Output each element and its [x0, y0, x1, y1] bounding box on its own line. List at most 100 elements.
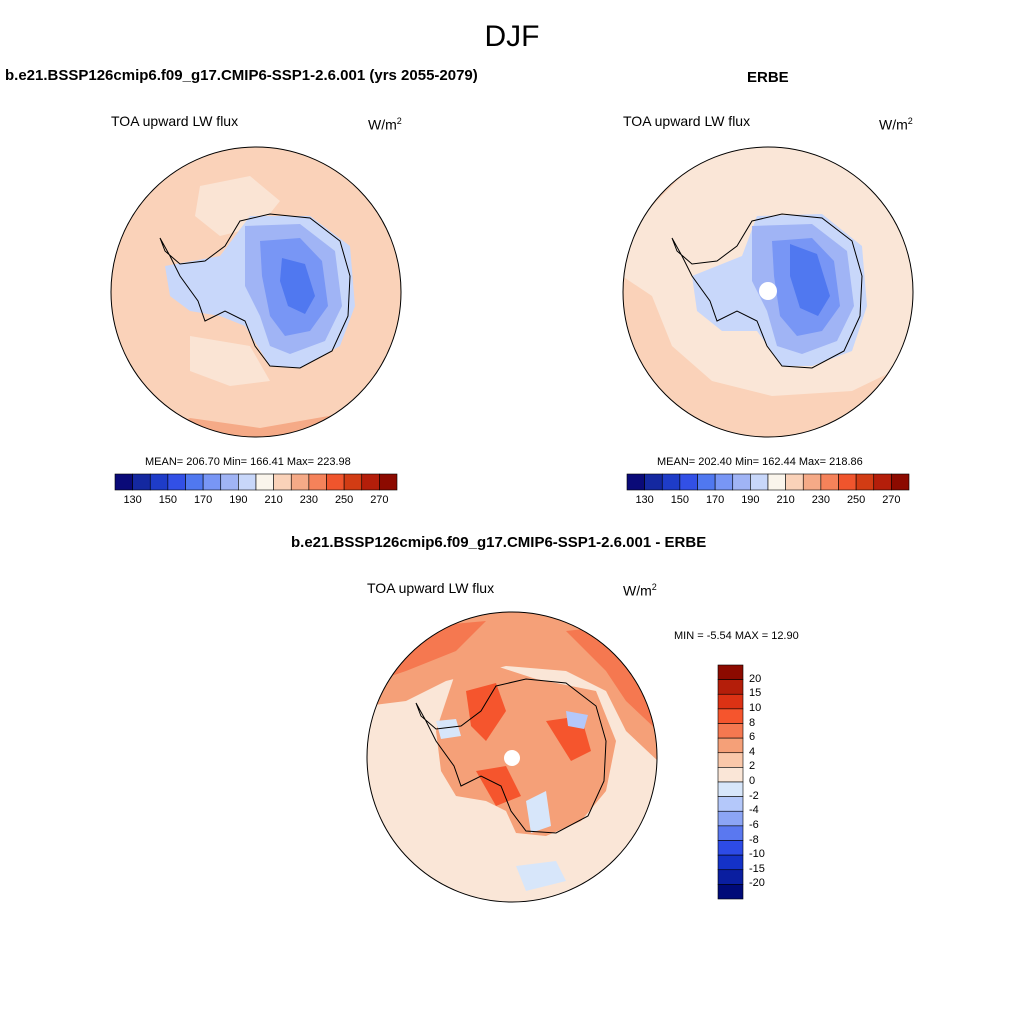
obs-colorbar-box [714, 473, 734, 491]
diff-colorbar-tick-label: 4 [749, 745, 756, 758]
diff-colorbar-tick-label: -6 [749, 818, 759, 831]
model-colorbar-box [290, 473, 310, 491]
obs-colorbar-tick-label: 210 [776, 494, 795, 506]
diff-colorbar [717, 664, 744, 900]
diff-colorbar-tick-label: -15 [749, 862, 765, 875]
diff-colorbar-box [717, 767, 744, 783]
obs-colorbar-box [838, 473, 857, 491]
diff-colorbar-tick-label: -10 [749, 848, 765, 861]
obs-missing-data-pole [759, 282, 777, 300]
diff-colorbar-box [717, 796, 744, 812]
obs-units-label: W/m2 [879, 116, 913, 133]
model-colorbar-box [343, 473, 363, 491]
model-polar-map [110, 146, 402, 438]
diff-colorbar-ticks: 20 15 10 8 6 4 2 0 -2 -4 -6 -8 -10 -15 -20 [749, 665, 789, 899]
diff-colorbar-box [717, 854, 744, 871]
diff-colorbar-tick-label: -2 [749, 789, 759, 802]
obs-colorbar-box [732, 473, 751, 491]
diff-polar-map [366, 611, 658, 903]
diff-colorbar-tick-label: 8 [749, 716, 756, 729]
diff-variable-label: TOA upward LW flux [367, 580, 495, 596]
model-colorbar-box [132, 473, 151, 491]
diff-colorbar-box [717, 679, 744, 695]
model-colorbar-tick-label: 210 [264, 494, 283, 506]
obs-colorbar-tick-label: 230 [811, 494, 831, 506]
obs-colorbar-tick-label: 270 [882, 494, 901, 506]
diff-max-zone-3 [476, 766, 521, 806]
figure-title: DJF [484, 20, 540, 53]
obs-stats: MEAN= 202.40 Min= 162.44 Max= 218.86 [657, 456, 863, 468]
diff-colorbar-box [717, 840, 744, 856]
obs-colorbar-tick-label: 190 [741, 494, 760, 506]
diff-stats: MIN = -5.54 MAX = 12.90 [674, 630, 799, 642]
diff-colorbar-box [717, 810, 744, 827]
diff-colorbar-tick-label: 6 [749, 731, 756, 744]
obs-colorbar-box [785, 473, 804, 491]
model-colorbar-box [273, 473, 292, 491]
obs-warm-band-s [623, 276, 913, 437]
model-colorbar [114, 473, 398, 491]
diff-colorbar-box [717, 781, 744, 797]
model-panel-title: b.e21.BSSP126cmip6.f09_g17.CMIP6-SSP1-2.… [5, 67, 478, 84]
model-colorbar-tick-label: 130 [123, 494, 142, 506]
diff-antarctic-coastline [415, 678, 607, 834]
diff-colorbar-tick-label: 10 [749, 701, 762, 714]
obs-colorbar-box [626, 473, 645, 491]
diff-colorbar-box [717, 664, 744, 680]
diff-missing-data-pole [504, 750, 520, 766]
model-stats: MEAN= 206.70 Min= 166.41 Max= 223.98 [145, 456, 351, 468]
obs-antarctic-coastline [671, 213, 863, 369]
model-colorbar-tick-label: 250 [334, 494, 354, 506]
obs-ice-zone-4 [790, 244, 830, 316]
model-colorbar-box [308, 473, 327, 491]
obs-colorbar-ticks: 130 150 170 190 210 230 250 270 [627, 494, 909, 510]
model-colorbar-box [167, 473, 186, 491]
obs-colorbar-tick-label: 130 [635, 494, 654, 506]
model-antarctic-coastline [159, 213, 351, 369]
model-map-border [110, 146, 402, 438]
model-colorbar-ticks: 130 150 170 190 210 230 250 270 [115, 494, 397, 510]
obs-panel-title: ERBE [747, 69, 789, 86]
diff-negative-zone-4 [516, 861, 566, 891]
model-colorbar-box [255, 473, 274, 491]
diff-colorbar-tick-label: -4 [749, 804, 759, 817]
diff-colorbar-box [717, 884, 744, 900]
obs-colorbar-tick-label: 150 [670, 494, 690, 506]
diff-negative-zone-2 [566, 711, 588, 729]
obs-colorbar-box [679, 473, 698, 491]
diff-colorbar-box [717, 752, 744, 768]
obs-colorbar-box [697, 473, 716, 491]
diff-negative-zone-1 [526, 791, 551, 833]
diff-colorbar-tick-label: 15 [749, 687, 762, 700]
obs-colorbar-tick-label: 170 [705, 494, 725, 506]
model-colorbar-box [326, 473, 345, 491]
obs-colorbar [626, 473, 910, 491]
model-colorbar-tick-label: 190 [229, 494, 248, 506]
model-colorbar-tick-label: 150 [158, 494, 178, 506]
model-colorbar-box [238, 473, 257, 491]
obs-map-border [622, 146, 914, 438]
diff-colorbar-box [717, 825, 744, 841]
diff-colorbar-tick-label: 20 [749, 672, 762, 685]
diff-negative-zone-3 [436, 719, 461, 739]
model-colorbar-box [185, 473, 204, 491]
obs-colorbar-box [661, 473, 681, 491]
obs-colorbar-box [820, 473, 839, 491]
model-light-band-s [190, 336, 270, 386]
obs-colorbar-box [855, 473, 875, 491]
model-colorbar-box [149, 473, 169, 491]
model-colorbar-tick-label: 170 [193, 494, 213, 506]
obs-polar-map [622, 146, 914, 438]
obs-colorbar-tick-label: 250 [846, 494, 866, 506]
obs-colorbar-box [891, 473, 910, 491]
diff-colorbar-box [717, 737, 744, 754]
diff-panel-title: b.e21.BSSP126cmip6.f09_g17.CMIP6-SSP1-2.… [291, 534, 707, 551]
diff-colorbar-tick-label: -8 [749, 833, 759, 846]
diff-colorbar-box [717, 723, 744, 739]
obs-colorbar-box [873, 473, 892, 491]
diff-colorbar-tick-label: 0 [749, 775, 756, 787]
obs-colorbar-box [802, 473, 822, 491]
diff-colorbar-tick-label: -20 [749, 877, 765, 890]
model-ice-zone-4 [280, 258, 315, 314]
model-variable-label: TOA upward LW flux [111, 113, 239, 129]
